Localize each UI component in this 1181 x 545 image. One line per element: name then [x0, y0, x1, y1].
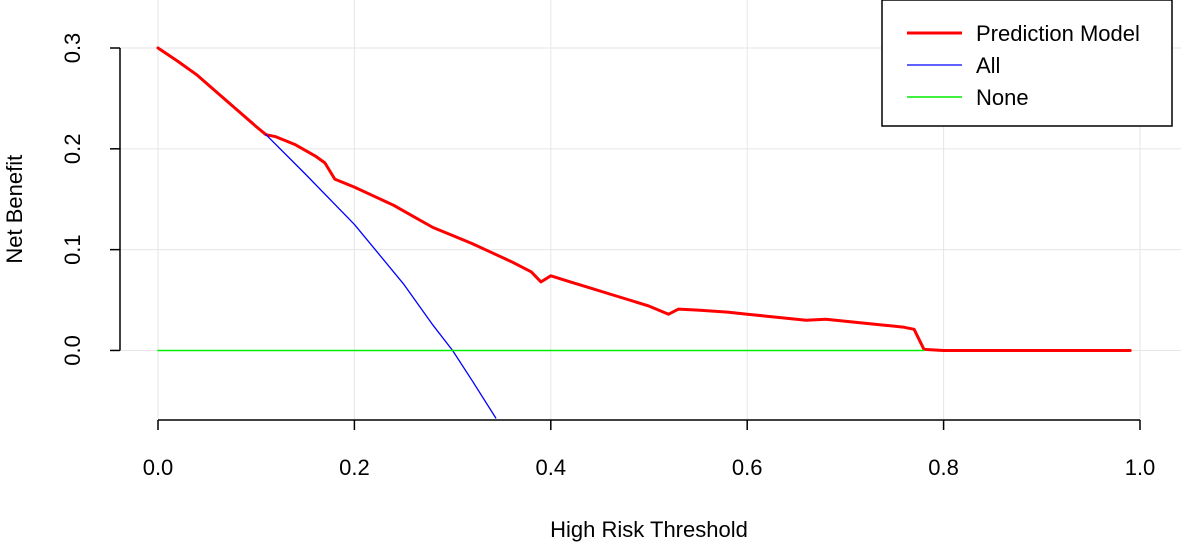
series-lines [156, 46, 1132, 419]
x-tick-label: 0.4 [536, 455, 567, 480]
y-ticks: 0.0 0.1 0.2 0.3 [60, 33, 120, 366]
legend-box [881, 0, 1173, 127]
x-tick-label: 0.6 [732, 455, 763, 480]
x-tick-label: 1.0 [1125, 455, 1156, 480]
y-tick-label: 0.1 [60, 234, 85, 265]
x-tick-label: 0.2 [339, 455, 370, 480]
legend-label: Prediction Model [976, 21, 1140, 46]
x-ticks: 0.0 0.2 0.4 0.6 0.8 1.0 [143, 420, 1156, 480]
x-axis-title: High Risk Threshold [550, 517, 748, 542]
axes [119, 48, 1140, 421]
series-line-prediction-model [156, 46, 1132, 352]
y-tick-label: 0.3 [60, 33, 85, 64]
x-tick-label: 0.8 [928, 455, 959, 480]
series-line-all [265, 134, 497, 419]
x-tick-label: 0.0 [143, 455, 174, 480]
legend-label: None [976, 85, 1029, 110]
legend-items: Prediction Model All None [907, 21, 1140, 110]
y-tick-label: 0.0 [60, 335, 85, 366]
legend-label: All [976, 53, 1000, 78]
y-axis-title: Net Benefit [2, 155, 27, 264]
legend: Prediction Model All None [881, 0, 1173, 127]
y-tick-label: 0.2 [60, 134, 85, 165]
